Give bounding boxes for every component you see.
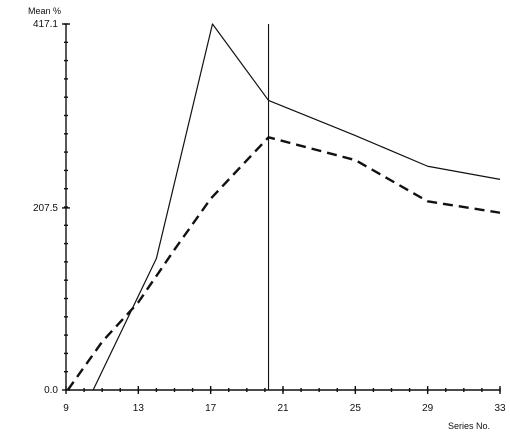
ticks: 9 13 17 21 25 29 33 0.0 207.5 417.1 <box>33 19 506 414</box>
x-tick-label: 17 <box>205 403 217 414</box>
labels: Mean % Series No. <box>28 6 490 431</box>
y-tick-label: 207.5 <box>33 203 58 214</box>
x-tick-label: 29 <box>422 403 434 414</box>
axes <box>65 24 500 391</box>
y-axis-label: Mean % <box>28 6 61 16</box>
x-tick-label: 25 <box>350 403 362 414</box>
x-tick-label: 33 <box>494 403 506 414</box>
x-axis-label: Series No. <box>448 421 490 431</box>
series-layer <box>66 23 501 391</box>
x-tick-label: 21 <box>277 403 289 414</box>
y-tick-label: 0.0 <box>44 385 58 396</box>
series-dashed-line <box>66 136 501 391</box>
series-solid-line <box>92 23 501 391</box>
y-tick-label: 417.1 <box>33 19 58 30</box>
x-tick-label: 9 <box>63 403 69 414</box>
x-tick-label: 13 <box>133 403 145 414</box>
